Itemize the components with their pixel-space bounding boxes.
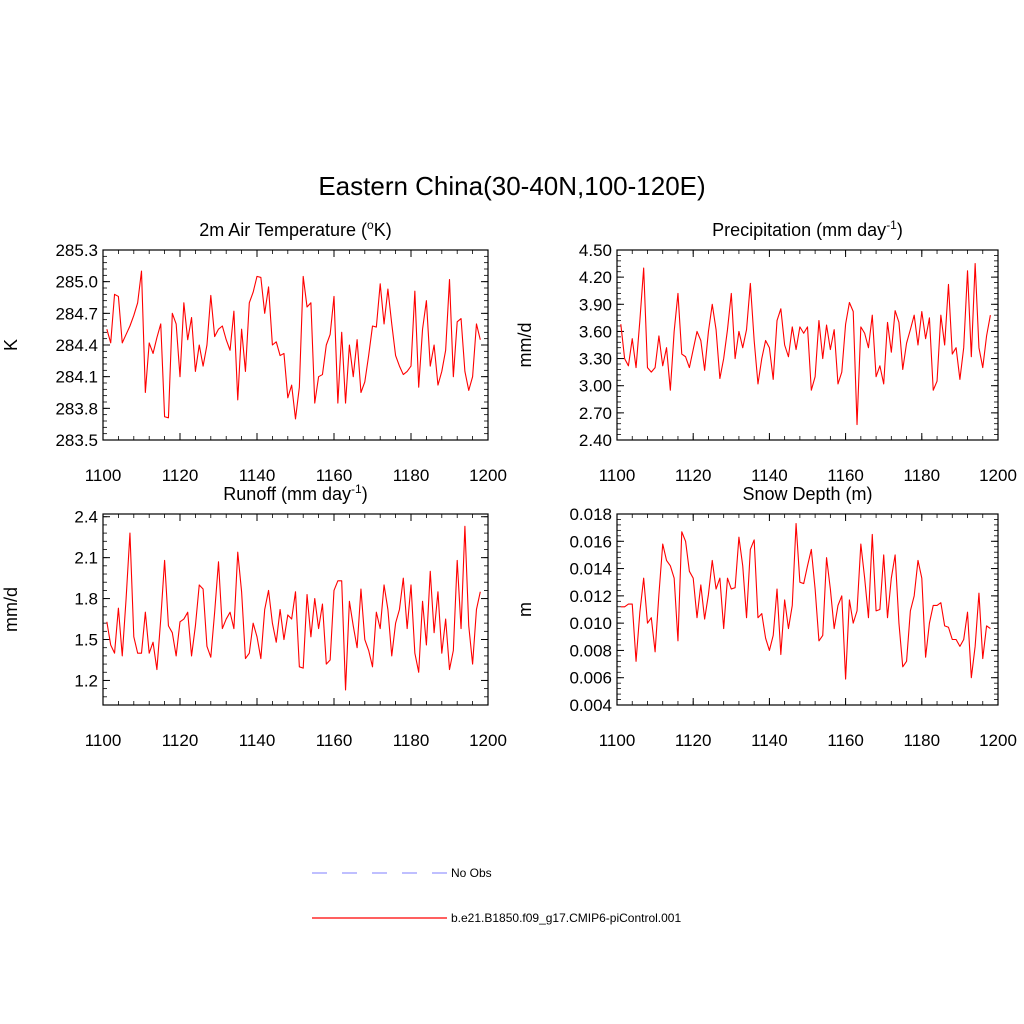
- y-tick-label: 4.50: [579, 241, 612, 260]
- x-tick-label: 1160: [316, 466, 353, 485]
- figure-title: Eastern China(30-40N,100-120E): [318, 171, 705, 201]
- plot-frame: [616, 513, 999, 706]
- x-tick-label: 1200: [979, 466, 1017, 485]
- y-axis-label: mm/d: [515, 323, 535, 368]
- y-tick-label: 2.70: [579, 404, 612, 423]
- x-tick-label: 1160: [827, 466, 864, 485]
- panel-runoff: Runoff (mm day-1) mm/d 1.2 1.5 1.8 2.1 2.4 1100…: [1, 482, 507, 750]
- y-axis-label: K: [1, 339, 21, 351]
- panel-title-tail: ): [897, 220, 903, 240]
- y-tick-label: 0.006: [569, 669, 612, 688]
- x-tick-label: 1140: [751, 466, 788, 485]
- panel-title-superscript: o: [367, 218, 374, 232]
- y-tick-label: 0.016: [569, 532, 612, 551]
- x-tick-label: 1200: [979, 731, 1017, 750]
- x-tick-label: 1140: [751, 731, 788, 750]
- x-tick-label: 1180: [904, 466, 941, 485]
- panel-title: Precipitation (mm day-1): [712, 218, 903, 240]
- x-tick-label: 1160: [827, 731, 864, 750]
- x-tick-label: 1120: [162, 466, 199, 485]
- y-tick-label: 0.014: [569, 560, 612, 579]
- y-tick-label: 0.012: [569, 587, 612, 606]
- series-line-precipitation: [620, 263, 991, 426]
- y-tick-label: 284.4: [55, 336, 98, 355]
- y-tick-label: 2.40: [579, 431, 612, 450]
- legend-label-no-obs: No Obs: [451, 866, 492, 880]
- x-tick-label: 1100: [599, 731, 636, 750]
- plot-frame: [102, 513, 489, 706]
- x-tick-label: 1100: [599, 466, 636, 485]
- x-tick-label: 1140: [239, 731, 276, 750]
- y-tick-label: 3.30: [579, 350, 612, 369]
- y-tick-label: 3.00: [579, 377, 612, 396]
- y-tick-label: 3.90: [579, 295, 612, 314]
- y-tick-label: 0.008: [569, 641, 612, 660]
- plot-frame: [102, 249, 489, 441]
- panel-title-text: Precipitation (mm day: [712, 220, 886, 240]
- y-tick-label: 1.8: [74, 590, 98, 609]
- x-tick-label: 1120: [675, 731, 712, 750]
- panel-precipitation: Precipitation (mm day-1) mm/d 2.40 2.70 3.00…: [515, 218, 1017, 485]
- y-tick-label: 1.2: [74, 671, 98, 690]
- y-axis-label: mm/d: [1, 587, 21, 632]
- series-line-snow-depth: [620, 522, 991, 680]
- y-tick-label: 283.8: [55, 399, 98, 418]
- panel-title-text: Runoff (mm day: [223, 484, 351, 504]
- y-axis-label: m: [515, 602, 535, 617]
- x-tick-label: 1100: [85, 731, 122, 750]
- x-tick-label: 1120: [675, 466, 712, 485]
- panel-title: Snow Depth (m): [742, 484, 872, 504]
- series-line-runoff: [106, 525, 481, 691]
- series-line-temperature: [106, 270, 481, 420]
- panel-title: Runoff (mm day-1): [223, 482, 367, 504]
- y-tick-label: 0.010: [569, 614, 612, 633]
- y-tick-label: 1.5: [74, 631, 98, 650]
- x-tick-label: 1200: [469, 466, 507, 485]
- x-tick-label: 1140: [239, 466, 276, 485]
- panel-temperature: 2m Air Temperature (oK) K 283.5 283.8 284.1 2…: [1, 218, 507, 485]
- y-tick-label: 2.4: [74, 508, 98, 527]
- x-tick-label: 1120: [162, 731, 199, 750]
- plot-frame: [616, 249, 999, 441]
- y-tick-label: 284.7: [55, 304, 98, 323]
- y-tick-label: 285.3: [55, 241, 98, 260]
- panel-title-tail: ): [362, 484, 368, 504]
- x-tick-label: 1200: [469, 731, 507, 750]
- y-tick-label: 4.20: [579, 268, 612, 287]
- x-tick-label: 1180: [393, 731, 430, 750]
- x-tick-label: 1180: [904, 731, 941, 750]
- panel-title: 2m Air Temperature (oK): [199, 218, 391, 240]
- y-tick-label: 3.60: [579, 322, 612, 341]
- x-tick-label: 1100: [85, 466, 122, 485]
- y-tick-label: 283.5: [55, 431, 98, 450]
- y-tick-label: 284.1: [55, 368, 98, 387]
- legend-label-model: b.e21.B1850.f09_g17.CMIP6-piControl.001: [451, 911, 681, 925]
- panel-title-tail: K): [374, 220, 392, 240]
- y-tick-label: 0.018: [569, 505, 612, 524]
- panel-title-superscript: -1: [351, 482, 362, 496]
- legend: No Obs b.e21.B1850.f09_g17.CMIP6-piContr…: [312, 866, 681, 925]
- x-tick-label: 1160: [316, 731, 353, 750]
- x-tick-label: 1180: [393, 466, 430, 485]
- panel-title-superscript: -1: [886, 218, 897, 232]
- panel-title-text: 2m Air Temperature (: [199, 220, 367, 240]
- panel-title-text: Snow Depth (m): [742, 484, 872, 504]
- panel-snow-depth: Snow Depth (m) m 0.004 0.006 0.008 0.010 0.012…: [515, 484, 1017, 750]
- y-tick-label: 0.004: [569, 696, 612, 715]
- y-tick-label: 2.1: [74, 549, 98, 568]
- y-tick-label: 285.0: [55, 273, 98, 292]
